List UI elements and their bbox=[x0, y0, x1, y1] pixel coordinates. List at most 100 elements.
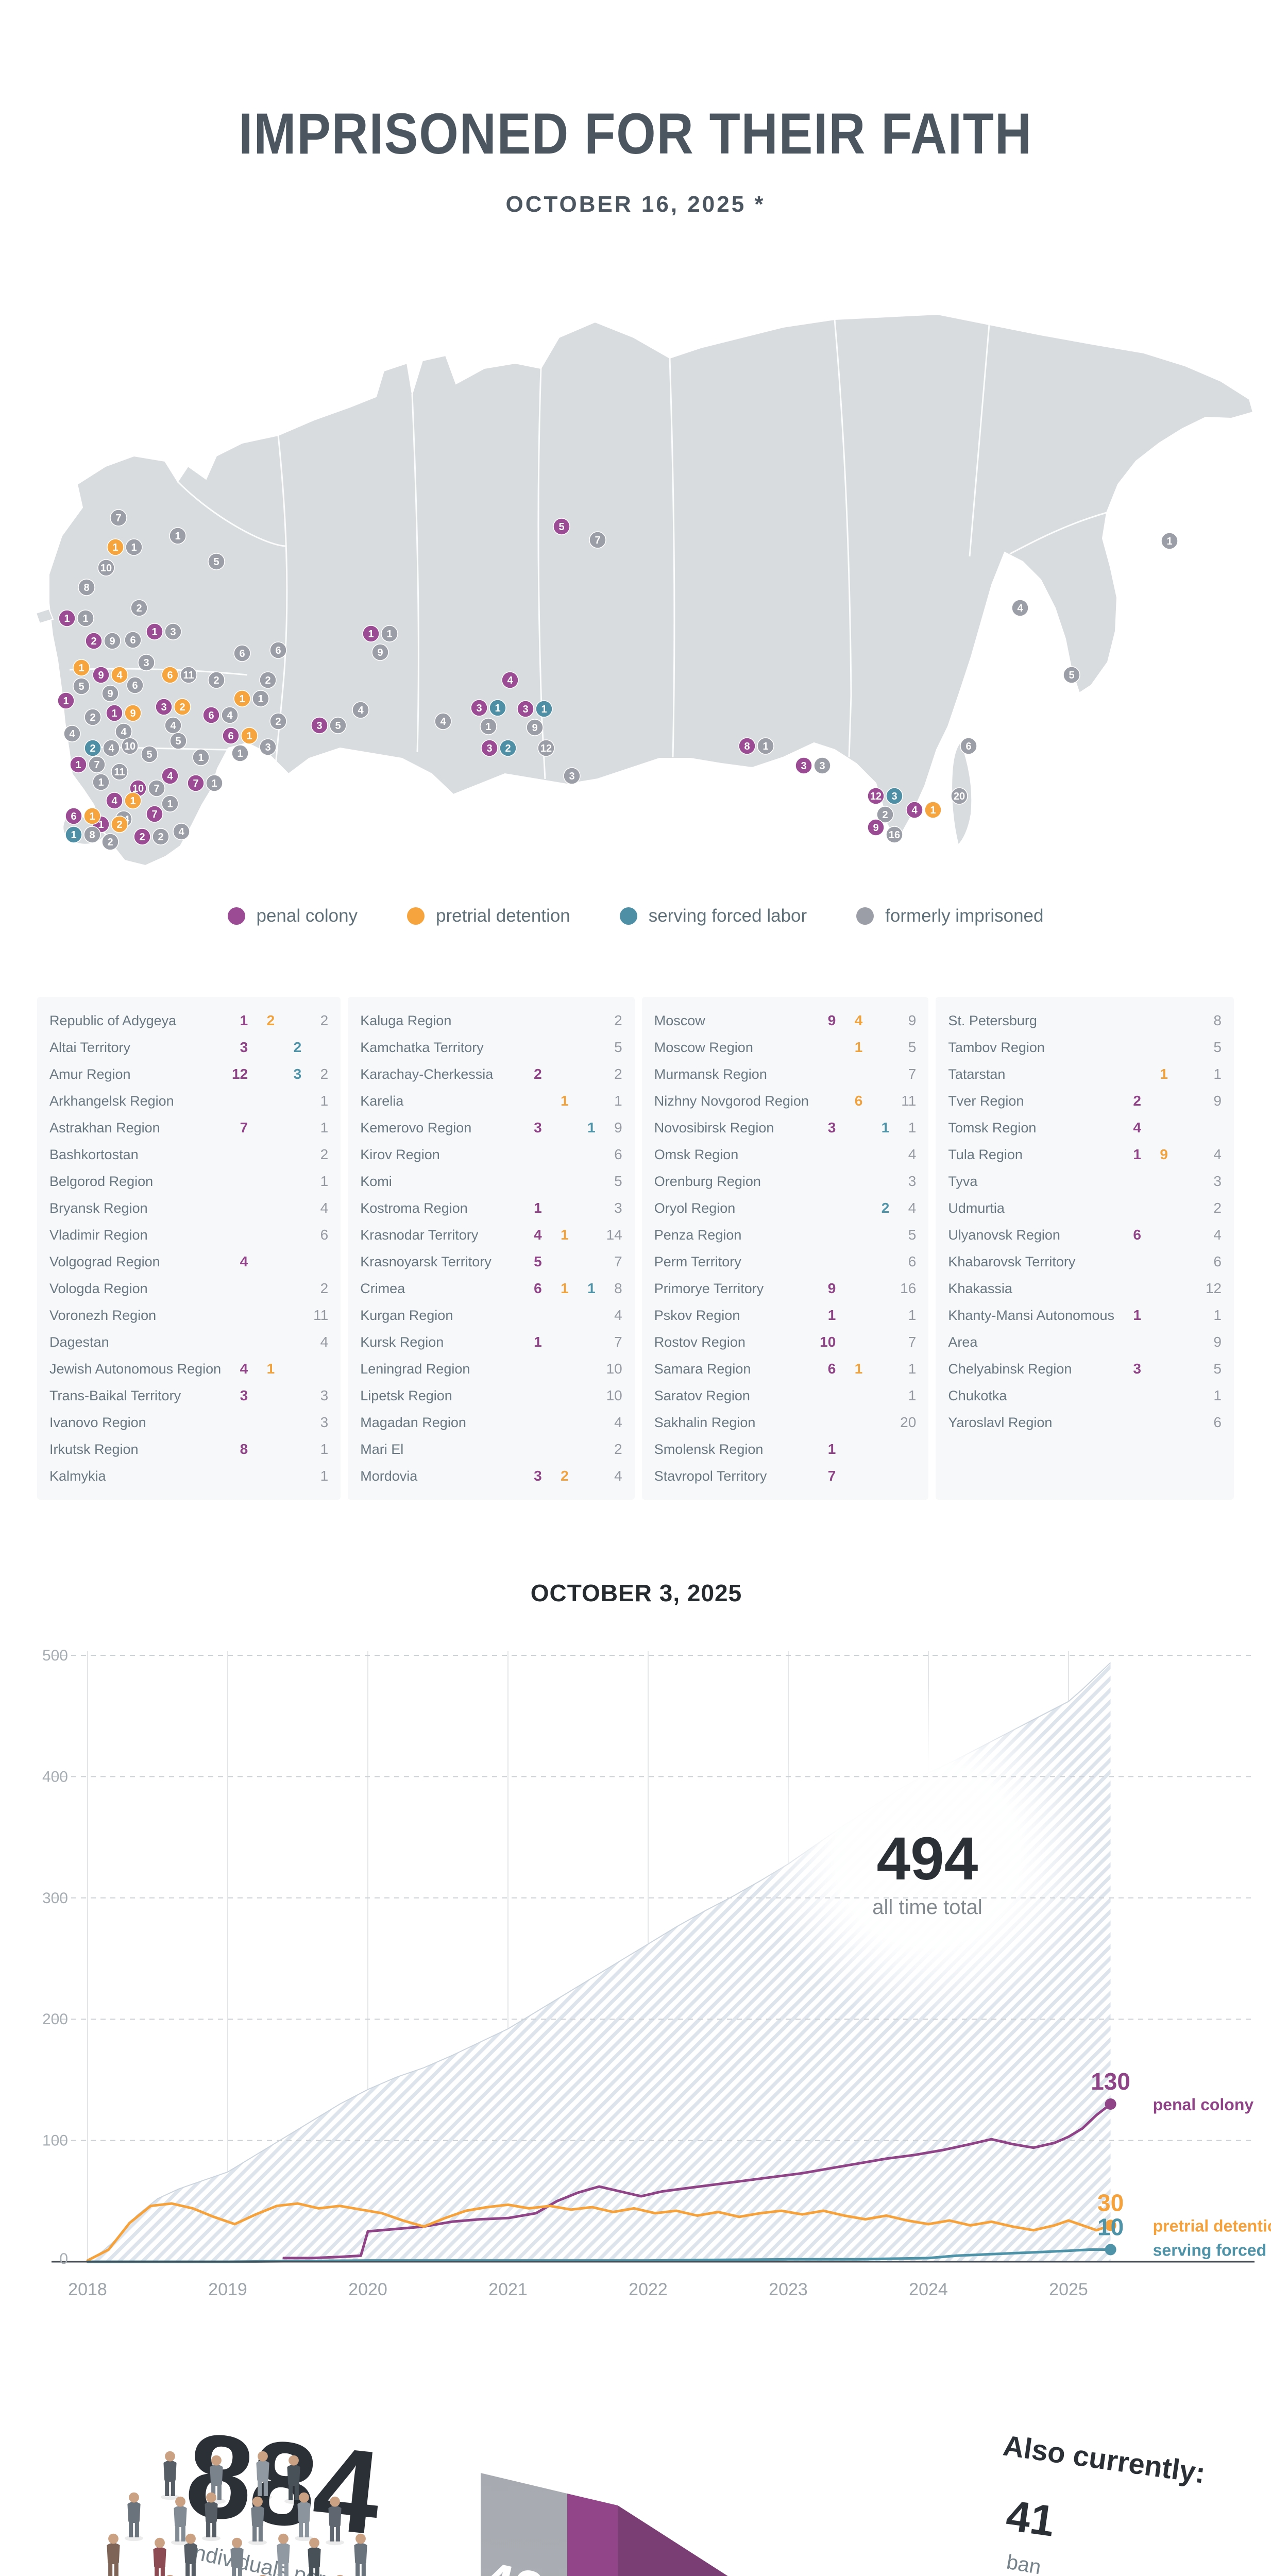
region-row: Perm Territory 6 bbox=[654, 1248, 917, 1275]
stack-penal-riser bbox=[567, 2494, 618, 2576]
chart-series-end-labels: 130 penal colony 30 pretrial detention 10 ser… bbox=[1091, 2068, 1271, 2259]
region-row: Krasnoyarsk Territory 5 7 bbox=[360, 1248, 622, 1275]
region-name: Sakhalin Region bbox=[654, 1414, 756, 1430]
person-icon bbox=[125, 2492, 143, 2541]
series-final-value: 30 bbox=[1097, 2189, 1124, 2216]
region-name: Ulyanovsk Region bbox=[948, 1227, 1060, 1243]
svg-text:2023: 2023 bbox=[769, 2280, 808, 2299]
region-name: Leningrad Region bbox=[360, 1361, 470, 1377]
region-name: Stavropol Territory bbox=[654, 1468, 767, 1484]
region-row: Smolensk Region 1 bbox=[654, 1436, 917, 1463]
svg-text:1: 1 bbox=[151, 626, 157, 638]
also-ban-value: 41 bbox=[1003, 2491, 1058, 2546]
map-marker: 9 bbox=[101, 685, 119, 702]
map-marker: 3 bbox=[470, 699, 488, 717]
svg-text:10: 10 bbox=[132, 783, 144, 794]
region-row: Tver Region 2 9 bbox=[948, 1088, 1222, 1114]
region-count-f: 5 bbox=[908, 1227, 917, 1243]
map-marker: 9 bbox=[92, 666, 110, 684]
region-row: Stavropol Territory 7 bbox=[654, 1463, 917, 1489]
map-marker: 6 bbox=[960, 737, 977, 755]
map-marker: 1 bbox=[146, 623, 163, 640]
svg-text:4: 4 bbox=[116, 670, 123, 681]
region-name: Smolensk Region bbox=[654, 1441, 764, 1457]
chart-title: OCTOBER 3, 2025 bbox=[531, 1580, 742, 1606]
svg-text:4: 4 bbox=[911, 805, 918, 816]
map-marker: 11 bbox=[180, 666, 197, 684]
person-icon bbox=[150, 2537, 169, 2576]
svg-text:1: 1 bbox=[239, 693, 245, 705]
map-marker: 5 bbox=[141, 745, 158, 763]
svg-text:1: 1 bbox=[930, 805, 936, 816]
map-marker: 5 bbox=[73, 677, 90, 695]
svg-text:1: 1 bbox=[111, 708, 117, 719]
svg-text:1: 1 bbox=[386, 629, 392, 640]
region-count-f: 5 bbox=[1213, 1361, 1222, 1377]
map-marker: 1 bbox=[57, 692, 75, 709]
legend-item-pretrial-detention: pretrial detention bbox=[407, 906, 570, 926]
svg-text:5: 5 bbox=[558, 521, 564, 533]
region-row: Oryol Region 2 4 bbox=[654, 1195, 917, 1222]
map-marker: 6 bbox=[161, 666, 179, 684]
chart-annotation-label: all time total bbox=[872, 1896, 982, 1919]
svg-text:1: 1 bbox=[198, 752, 204, 764]
region-row: Belgorod Region 1 bbox=[49, 1168, 328, 1195]
svg-text:1: 1 bbox=[131, 542, 137, 553]
map-marker: 1 bbox=[169, 527, 187, 545]
region-count-f: 2 bbox=[320, 1146, 329, 1162]
stack-gray-face bbox=[481, 2473, 567, 2576]
map-marker: 2 bbox=[111, 816, 128, 833]
map-marker: 1 bbox=[1161, 532, 1178, 550]
map-marker: 4 bbox=[103, 739, 120, 757]
svg-text:2: 2 bbox=[90, 712, 95, 723]
legend-label: formerly imprisoned bbox=[885, 906, 1044, 926]
region-count-f: 12 bbox=[1205, 1280, 1222, 1296]
map-marker: 9 bbox=[371, 643, 389, 661]
map-marker: 4 bbox=[106, 792, 123, 809]
region-count-f: 5 bbox=[614, 1173, 622, 1189]
region-name: Chelyabinsk Region bbox=[948, 1361, 1072, 1377]
map-marker: 1 bbox=[489, 699, 506, 717]
region-row: Kemerovo Region 3 1 9 bbox=[360, 1114, 622, 1141]
region-count-p: 3 bbox=[1133, 1361, 1141, 1377]
map-marker: 1 bbox=[924, 801, 942, 819]
region-count-f: 4 bbox=[908, 1200, 917, 1216]
region-row: Vologda Region 2 bbox=[49, 1275, 328, 1302]
chart-horizontal-gridlines bbox=[52, 1655, 1255, 2141]
svg-text:6: 6 bbox=[228, 731, 233, 742]
svg-text:16: 16 bbox=[889, 829, 900, 841]
map-marker: 1 bbox=[125, 538, 143, 556]
svg-text:2: 2 bbox=[136, 603, 142, 614]
region-row: Vladimir Region 6 bbox=[49, 1222, 328, 1248]
region-name: Kirov Region bbox=[360, 1146, 440, 1162]
region-row: Murmansk Region 7 bbox=[654, 1061, 917, 1088]
region-count-p: 9 bbox=[827, 1280, 836, 1296]
region-count-p: 3 bbox=[827, 1120, 836, 1136]
region-count-f: 1 bbox=[320, 1120, 329, 1136]
region-table-column: Moscow 9 4 9 Moscow Region 1 5 Murmansk Region 7… bbox=[641, 997, 929, 1500]
region-count-p: 1 bbox=[1133, 1307, 1141, 1323]
svg-text:6: 6 bbox=[71, 811, 76, 822]
svg-text:3: 3 bbox=[522, 704, 528, 715]
region-name: Primorye Territory bbox=[654, 1280, 764, 1296]
map-marker: 9 bbox=[104, 632, 121, 650]
region-name: Crimea bbox=[360, 1280, 405, 1296]
region-row: Primorye Territory 9 16 bbox=[654, 1275, 917, 1302]
legend: penal colony pretrial detention serving fo… bbox=[0, 906, 1271, 926]
region-name: Tula Region bbox=[948, 1146, 1023, 1162]
svg-text:1: 1 bbox=[258, 693, 263, 705]
region-name: Khakassia bbox=[948, 1280, 1012, 1296]
legend-item-formerly-imprisoned: formerly imprisoned bbox=[856, 906, 1043, 926]
region-name: Tver Region bbox=[948, 1093, 1024, 1109]
svg-text:1: 1 bbox=[368, 629, 374, 640]
region-table: Republic of Adygeya 1 2 2 Altai Territory 3 2 A… bbox=[37, 997, 1234, 1500]
region-count-o: 1 bbox=[561, 1227, 569, 1243]
region-row: Karachay-Cherkessia 2 2 bbox=[360, 1061, 622, 1088]
map-marker: 8 bbox=[83, 826, 101, 843]
svg-text:2: 2 bbox=[265, 675, 270, 686]
map-marker: 2 bbox=[130, 599, 148, 617]
region-name: Orenburg Region bbox=[654, 1173, 761, 1189]
map-marker: 10 bbox=[121, 737, 139, 755]
region-name: Samara Region bbox=[654, 1361, 751, 1377]
svg-text:9: 9 bbox=[130, 708, 135, 719]
